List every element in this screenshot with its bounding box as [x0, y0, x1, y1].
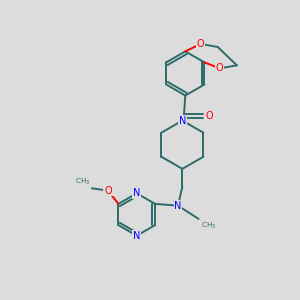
- Text: O: O: [216, 63, 224, 73]
- Text: CH$_3$: CH$_3$: [75, 177, 90, 188]
- Text: N: N: [133, 188, 140, 198]
- Text: N: N: [133, 231, 140, 241]
- Text: CH$_3$: CH$_3$: [201, 221, 216, 232]
- Text: O: O: [104, 186, 112, 196]
- Text: N: N: [174, 201, 182, 211]
- Text: O: O: [205, 111, 213, 121]
- Text: N: N: [179, 116, 186, 126]
- Text: O: O: [197, 39, 205, 49]
